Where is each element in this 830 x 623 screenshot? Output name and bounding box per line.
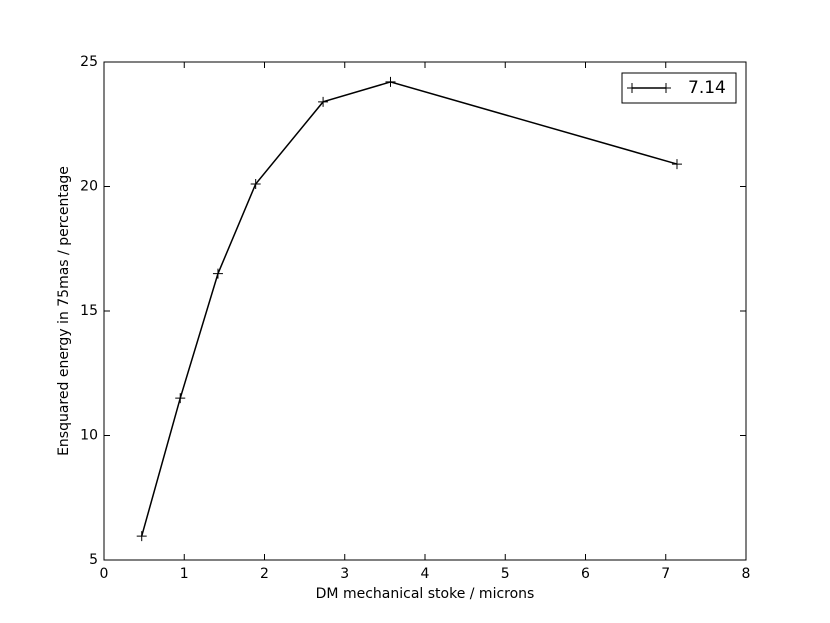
x-tick-label: 2 bbox=[260, 566, 269, 582]
y-tick-label: 25 bbox=[80, 54, 98, 70]
y-tick-label: 15 bbox=[80, 303, 98, 319]
x-axis-label: DM mechanical stoke / microns bbox=[316, 586, 535, 602]
x-tick-label: 6 bbox=[581, 566, 590, 582]
x-tick-label: 4 bbox=[421, 566, 430, 582]
marker bbox=[212, 268, 223, 279]
x-tick-label: 3 bbox=[340, 566, 349, 582]
legend-marker bbox=[627, 83, 671, 93]
y-tick-label: 20 bbox=[80, 179, 98, 195]
marker bbox=[318, 96, 329, 107]
x-tick-label: 8 bbox=[742, 566, 751, 582]
x-tick-label: 5 bbox=[501, 566, 510, 582]
marker bbox=[250, 179, 261, 190]
plot-frame bbox=[103, 61, 747, 561]
series-line bbox=[140, 81, 678, 537]
x-tick-label: 0 bbox=[100, 566, 109, 582]
marker bbox=[136, 531, 147, 542]
legend-label: 7.14 bbox=[688, 78, 726, 98]
y-axis-label: Ensquared energy in 75mas / percentage bbox=[56, 166, 72, 456]
y-tick-label: 10 bbox=[80, 428, 98, 444]
marker bbox=[385, 76, 396, 87]
x-tick-label: 1 bbox=[180, 566, 189, 582]
y-tick-label: 5 bbox=[89, 552, 98, 568]
x-tick-label: 7 bbox=[661, 566, 670, 582]
marker bbox=[175, 393, 186, 404]
marker bbox=[671, 159, 682, 170]
